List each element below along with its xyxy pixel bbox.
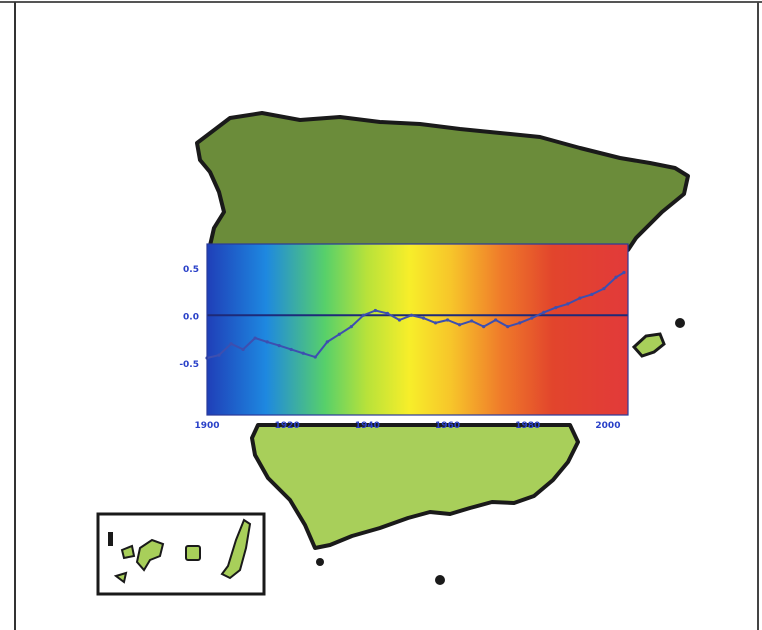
series-point [313, 355, 317, 359]
series-point [325, 340, 329, 344]
plot-area-border [206, 243, 629, 416]
series-point [470, 319, 474, 323]
south-islet-dot [435, 575, 445, 585]
series-point [518, 321, 522, 325]
south-islet-dot [316, 558, 324, 566]
series-point [433, 321, 438, 325]
series-point [506, 325, 510, 329]
island-shape [185, 545, 201, 561]
series-point [554, 306, 558, 310]
series-point [530, 316, 534, 320]
x-tick-label: 1960 [435, 421, 460, 431]
series-point [217, 353, 221, 357]
series-point [445, 318, 450, 322]
series-point [277, 344, 281, 348]
island-shape [135, 538, 165, 572]
x-tick-label: 2000 [595, 421, 620, 431]
balearic-islet-dot [675, 318, 685, 328]
chart-marks: 0.5 0.0 -0.5 1900 1920 1940 1960 1980 2000 [179, 265, 628, 431]
island-shape [220, 518, 252, 580]
series-point [566, 302, 570, 306]
temperature-chart: 0.5 0.0 -0.5 1900 1920 1940 1960 1980 2000 [179, 243, 629, 431]
series-point [409, 313, 414, 317]
island-shape [113, 571, 128, 584]
series-point [458, 323, 462, 327]
series-line-0 [206, 271, 625, 359]
series-point [542, 310, 546, 314]
series-point [421, 316, 426, 320]
island-shape [108, 532, 113, 546]
balearic-island-shape [631, 332, 666, 358]
x-tick-label: 1920 [275, 421, 300, 431]
series-point [602, 287, 606, 291]
series-point [361, 313, 365, 317]
plot-area-background [207, 244, 628, 415]
series-point [373, 308, 377, 313]
series-point [614, 275, 618, 279]
series-point [385, 311, 390, 315]
spain-map-icon [195, 111, 690, 585]
series-point [590, 292, 594, 296]
series-point [622, 270, 626, 275]
series-point [241, 347, 245, 352]
x-tick-label: 1980 [515, 421, 540, 431]
y-tick-label: 0.5 [183, 265, 199, 275]
series-point [494, 318, 498, 322]
series-point [337, 332, 341, 336]
series-point [265, 340, 269, 344]
series-point [229, 342, 233, 346]
y-tick-label: -0.5 [179, 360, 199, 370]
x-tick-label: 1900 [194, 421, 219, 431]
series-point [397, 318, 402, 322]
x-tick-label: 1940 [355, 421, 380, 431]
series-point [578, 296, 582, 300]
north-region-shape [195, 111, 690, 252]
series-point [253, 336, 257, 340]
series-point [301, 351, 305, 355]
series-point [349, 325, 353, 329]
series-point [289, 347, 293, 352]
canary-islands-inset-icon [96, 512, 266, 596]
island-shape [120, 544, 136, 560]
south-region-shape [250, 423, 580, 550]
series-point [482, 325, 486, 329]
y-tick-label: 0.0 [183, 312, 199, 322]
